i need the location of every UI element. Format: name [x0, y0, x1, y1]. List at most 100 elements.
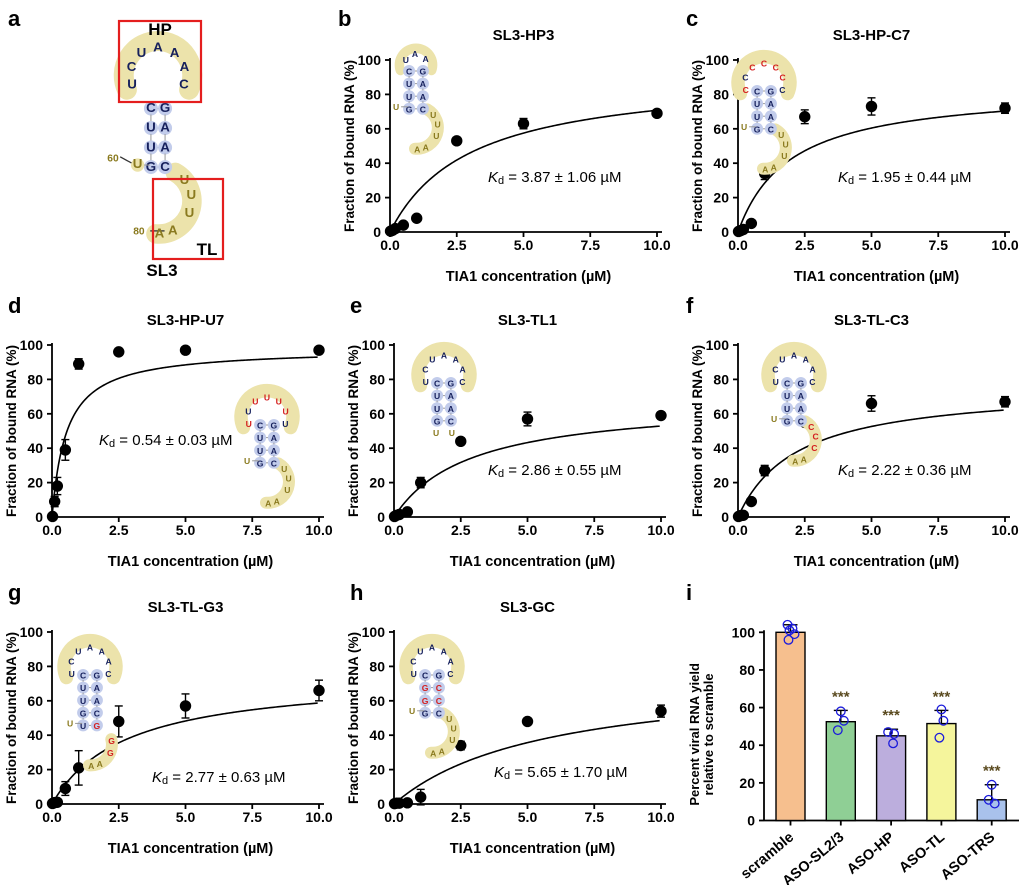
- svg-text:A: A: [441, 351, 447, 361]
- svg-text:Fraction of bound RNA (%): Fraction of bound RNA (%): [690, 60, 705, 232]
- svg-text:Kd = 2.22 ± 0.36 µM: Kd = 2.22 ± 0.36 µM: [838, 462, 972, 480]
- svg-text:G: G: [754, 124, 761, 134]
- svg-text:G: G: [271, 421, 278, 431]
- svg-text:***: ***: [832, 688, 850, 705]
- svg-text:C: C: [179, 76, 189, 91]
- svg-text:A: A: [160, 120, 170, 135]
- svg-text:U: U: [80, 721, 86, 731]
- svg-text:A: A: [422, 54, 428, 64]
- svg-text:U: U: [779, 355, 785, 365]
- svg-text:U: U: [281, 464, 287, 474]
- svg-text:U: U: [434, 404, 440, 414]
- svg-text:5.0: 5.0: [514, 237, 534, 253]
- svg-text:A: A: [798, 391, 804, 401]
- svg-text:A: A: [439, 746, 445, 756]
- svg-text:C: C: [257, 421, 263, 431]
- svg-text:C: C: [406, 67, 412, 77]
- svg-text:A: A: [170, 45, 180, 60]
- svg-text:U: U: [429, 355, 435, 365]
- svg-text:A: A: [768, 112, 774, 122]
- svg-text:C: C: [422, 364, 428, 374]
- svg-text:60: 60: [369, 406, 385, 422]
- svg-text:TIA1 concentration (µM): TIA1 concentration (µM): [446, 269, 612, 285]
- svg-text:U: U: [411, 669, 417, 679]
- svg-text:C: C: [447, 669, 453, 679]
- svg-text:U: U: [450, 724, 456, 734]
- svg-text:40: 40: [369, 727, 385, 743]
- svg-text:20: 20: [369, 475, 385, 491]
- svg-text:A: A: [94, 683, 100, 693]
- svg-text:C: C: [160, 159, 170, 174]
- svg-text:C: C: [448, 416, 454, 426]
- svg-text:5.0: 5.0: [862, 522, 882, 538]
- svg-text:A: A: [420, 92, 426, 102]
- svg-text:80: 80: [713, 371, 729, 387]
- svg-text:U: U: [146, 139, 156, 154]
- svg-text:100: 100: [706, 52, 730, 68]
- svg-text:Kd = 1.95 ± 0.44 µM: Kd = 1.95 ± 0.44 µM: [838, 169, 972, 187]
- svg-text:U: U: [754, 112, 760, 122]
- svg-text:U: U: [784, 404, 790, 414]
- svg-text:Kd = 0.54 ± 0.03 µM: Kd = 0.54 ± 0.03 µM: [99, 432, 233, 450]
- svg-text:7.5: 7.5: [581, 237, 601, 253]
- svg-text:C: C: [68, 656, 74, 666]
- svg-text:ASO-HP: ASO-HP: [844, 829, 898, 878]
- svg-text:U: U: [778, 130, 784, 140]
- svg-text:A: A: [105, 656, 111, 666]
- svg-text:60: 60: [365, 121, 381, 137]
- svg-text:0: 0: [747, 813, 755, 829]
- svg-text:U: U: [185, 205, 195, 220]
- svg-text:Kd = 5.65 ± 1.70 µM: Kd = 5.65 ± 1.70 µM: [494, 764, 628, 782]
- svg-text:60: 60: [27, 693, 43, 709]
- svg-text:A: A: [441, 647, 447, 657]
- svg-text:0.0: 0.0: [42, 809, 62, 825]
- svg-text:relative to scramble: relative to scramble: [701, 673, 716, 795]
- svg-text:A: A: [265, 498, 271, 508]
- svg-text:C: C: [809, 377, 815, 387]
- svg-text:C: C: [459, 377, 465, 387]
- svg-text:U: U: [423, 377, 429, 387]
- svg-text:A: A: [798, 404, 804, 414]
- svg-text:A: A: [803, 355, 809, 365]
- svg-text:G: G: [448, 379, 455, 389]
- svg-text:G: G: [108, 736, 115, 746]
- svg-text:60: 60: [713, 121, 729, 137]
- svg-text:A: A: [453, 355, 459, 365]
- svg-text:U: U: [741, 122, 747, 132]
- svg-text:C: C: [772, 364, 778, 374]
- svg-text:U: U: [245, 406, 251, 416]
- svg-text:G: G: [94, 721, 101, 731]
- svg-text:SL3-HP-U7: SL3-HP-U7: [147, 312, 225, 329]
- svg-text:U: U: [782, 140, 788, 150]
- svg-text:TIA1 concentration (µM): TIA1 concentration (µM): [450, 841, 616, 857]
- svg-text:C: C: [749, 63, 755, 73]
- svg-text:40: 40: [713, 440, 729, 456]
- svg-text:80: 80: [369, 658, 385, 674]
- svg-text:SL3-TL1: SL3-TL1: [498, 312, 557, 329]
- svg-text:0.0: 0.0: [384, 522, 404, 538]
- svg-text:SL3-TL-C3: SL3-TL-C3: [834, 312, 909, 329]
- svg-text:Percent viral RNA yield: Percent viral RNA yield: [688, 663, 702, 806]
- svg-text:A: A: [88, 761, 94, 771]
- svg-text:A: A: [153, 39, 163, 54]
- svg-text:C: C: [94, 708, 100, 718]
- svg-text:U: U: [406, 79, 412, 89]
- svg-text:100: 100: [706, 337, 730, 353]
- svg-text:40: 40: [369, 440, 385, 456]
- svg-text:C: C: [127, 59, 137, 74]
- svg-text:U: U: [781, 151, 787, 161]
- svg-text:C: C: [779, 85, 785, 95]
- svg-text:U: U: [257, 446, 263, 456]
- svg-text:SL3: SL3: [146, 261, 177, 280]
- svg-text:SL3-HP-C7: SL3-HP-C7: [833, 27, 911, 44]
- svg-text:ASO-TRS: ASO-TRS: [938, 829, 999, 883]
- svg-text:U: U: [186, 187, 196, 202]
- svg-text:C: C: [798, 416, 804, 426]
- svg-text:U: U: [276, 397, 282, 407]
- svg-text:Fraction of bound RNA (%): Fraction of bound RNA (%): [342, 60, 357, 232]
- svg-text:Kd = 2.86 ± 0.55 µM: Kd = 2.86 ± 0.55 µM: [488, 462, 622, 480]
- svg-text:***: ***: [933, 688, 951, 705]
- svg-text:C: C: [784, 379, 790, 389]
- svg-text:C: C: [743, 85, 749, 95]
- svg-text:TIA1 concentration (µM): TIA1 concentration (µM): [794, 269, 960, 285]
